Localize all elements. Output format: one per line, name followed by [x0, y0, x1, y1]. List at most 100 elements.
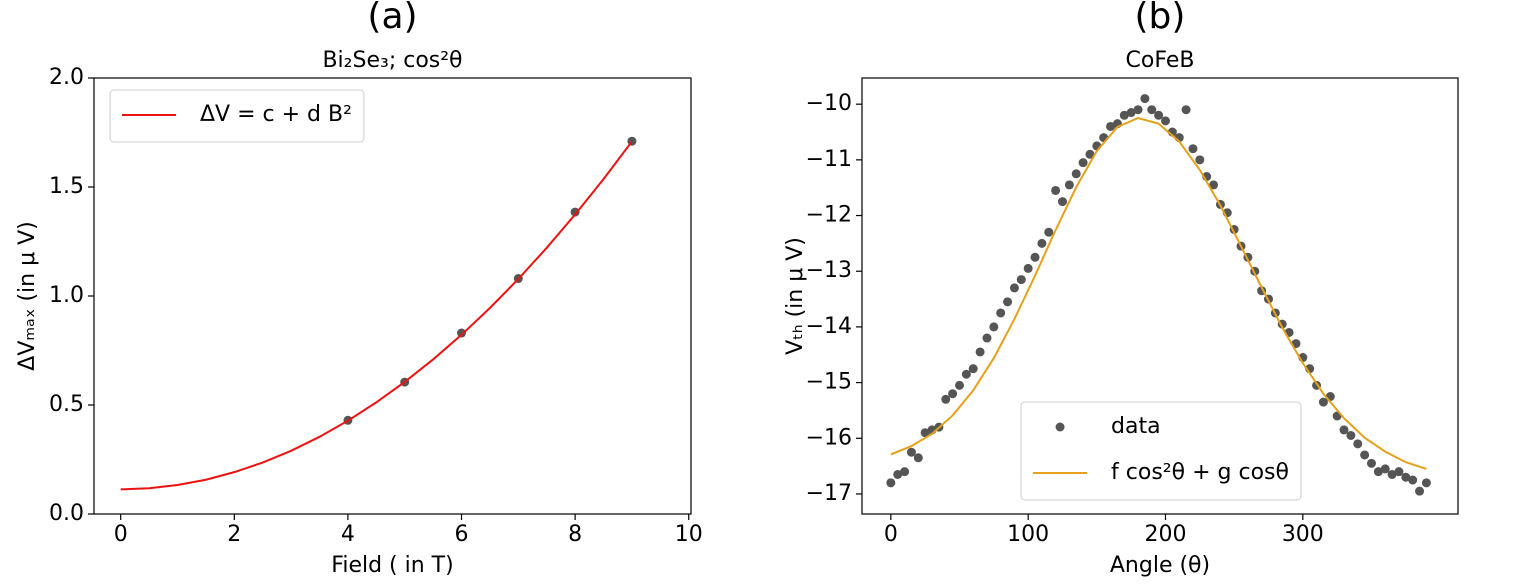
data-point [1051, 185, 1061, 195]
x-tick-label: 300 [1282, 522, 1324, 547]
legend-frame [1020, 401, 1302, 501]
data-point [1023, 263, 1033, 273]
data-point [1085, 149, 1095, 159]
fit-line [120, 140, 633, 491]
data-point [893, 469, 903, 479]
data-point [1339, 425, 1349, 435]
y-tick-label: −14 [806, 314, 852, 339]
data-point [996, 308, 1006, 318]
data-point [1106, 121, 1116, 131]
data-point [1188, 144, 1198, 154]
data-point [1360, 450, 1370, 460]
data-point [1078, 158, 1088, 168]
data-point [1003, 297, 1013, 307]
data-point [570, 207, 580, 217]
x-tick-label: 4 [341, 522, 355, 547]
x-tick-label: 10 [675, 522, 703, 547]
data-point [1195, 155, 1205, 165]
y-tick-label: −10 [806, 91, 852, 116]
data-point [886, 478, 896, 488]
y-tick-label: 1.5 [49, 174, 84, 199]
data-point [1154, 110, 1164, 120]
data-point [1071, 169, 1081, 179]
x-tick-label: 0 [884, 522, 898, 547]
data-point [1209, 180, 1219, 190]
data-point [1133, 105, 1143, 115]
data-point [989, 322, 999, 332]
x-tick-label: 6 [455, 522, 469, 547]
y-tick-label: −17 [806, 481, 852, 506]
data-point [906, 447, 916, 457]
data-point [975, 347, 985, 357]
y-tick-label: 0.5 [49, 392, 84, 417]
data-point [1415, 486, 1425, 496]
y-tick-label: 2.0 [49, 65, 84, 90]
chart-title: Bi₂Se₃; cos²θ [322, 48, 462, 73]
data-point [1009, 283, 1019, 293]
data-point [1160, 116, 1170, 126]
x-tick-label: 100 [1007, 522, 1049, 547]
data-point [1346, 430, 1356, 440]
x-tick-label: 200 [1144, 522, 1186, 547]
data-point [1064, 180, 1074, 190]
axes-frame [861, 77, 1459, 515]
x-tick-label: 2 [227, 522, 241, 547]
data-point [1394, 467, 1404, 477]
y-tick-label: −15 [806, 370, 852, 395]
y-axis-label: ΔVₘₐₓ (in μ V) [15, 221, 40, 370]
data-point [1126, 108, 1136, 118]
x-tick-label: 0 [114, 522, 128, 547]
chart-title: CoFeB [1126, 48, 1195, 73]
subplot: (b) CoFeB Angle (θ) Vₜₕ (in μ V) 0 100 200 300 −… [783, 0, 1459, 578]
data-point [913, 453, 923, 463]
y-tick-label: −11 [806, 147, 852, 172]
x-axis-label: Angle (θ) [1110, 553, 1210, 578]
legend-label: f cos²θ + g cosθ [1111, 460, 1289, 485]
data-point [1318, 397, 1328, 407]
panel-title: (a) [367, 0, 417, 37]
data-point [457, 328, 467, 338]
x-axis-label: Field ( in T) [331, 553, 453, 578]
data-point [955, 380, 965, 390]
legend-label: data [1111, 414, 1161, 439]
data-point [1353, 439, 1363, 449]
data-point [1030, 252, 1040, 262]
data-point [1387, 469, 1397, 479]
data-point [1181, 105, 1191, 115]
legend-frame [109, 89, 365, 143]
data-point [900, 467, 910, 477]
y-axis-label: Vₜₕ (in μ V) [783, 237, 808, 355]
legend: data f cos²θ + g cosθ [1020, 401, 1302, 501]
legend-swatch [1055, 422, 1065, 432]
y-tick-label: −16 [806, 425, 852, 450]
fit-line [890, 117, 1427, 470]
data-point [1421, 478, 1431, 488]
data-point [1140, 94, 1150, 104]
axes-frame [93, 77, 692, 515]
data-point [1380, 464, 1390, 474]
y-tick-label: 0.0 [49, 501, 84, 526]
data-point [1119, 110, 1129, 120]
x-tick-label: 8 [568, 522, 582, 547]
data-point [1037, 238, 1047, 248]
y-tick-label: −13 [806, 258, 852, 283]
data-point [1366, 458, 1376, 468]
data-point [982, 333, 992, 343]
legend: ΔV = c + d B² [109, 89, 365, 143]
y-tick-label: −12 [806, 203, 852, 228]
data-point [948, 389, 958, 399]
data-point [920, 428, 930, 438]
data-point [961, 369, 971, 379]
data-point [1147, 105, 1157, 115]
data-point [1408, 475, 1418, 485]
data-point [941, 394, 951, 404]
subplot: (a) Bi₂Se₃; cos²θ Field ( in T) ΔVₘₐₓ (in μ… [15, 0, 703, 578]
data-point [1373, 467, 1383, 477]
legend-label: ΔV = c + d B² [200, 102, 352, 127]
panel-title: (b) [1135, 0, 1186, 37]
data-point [1401, 472, 1411, 482]
data-point [1057, 197, 1067, 207]
data-point [1016, 275, 1026, 285]
data-point [968, 364, 978, 374]
